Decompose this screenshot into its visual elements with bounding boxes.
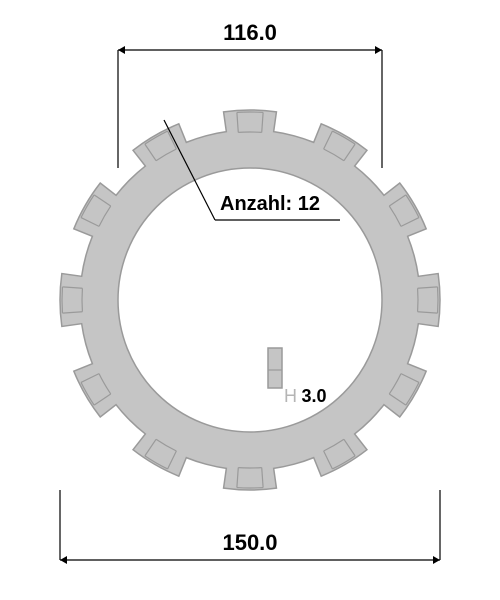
thickness-label: H 3.0 xyxy=(284,386,326,406)
friction-disc xyxy=(60,110,440,490)
thickness-pin xyxy=(268,348,282,388)
clutch-disc-drawing: 116.0 150.0 Anzahl: 12 H 3.0 xyxy=(0,0,500,600)
disc-body xyxy=(60,110,440,490)
dim-arrow xyxy=(118,46,125,54)
dim-arrow xyxy=(433,556,440,564)
outer-diameter-label: 150.0 xyxy=(222,530,277,555)
inner-diameter-label: 116.0 xyxy=(223,20,277,45)
dim-arrow xyxy=(60,556,67,564)
tab-count-label: Anzahl: 12 xyxy=(220,193,320,215)
dim-arrow xyxy=(375,46,382,54)
